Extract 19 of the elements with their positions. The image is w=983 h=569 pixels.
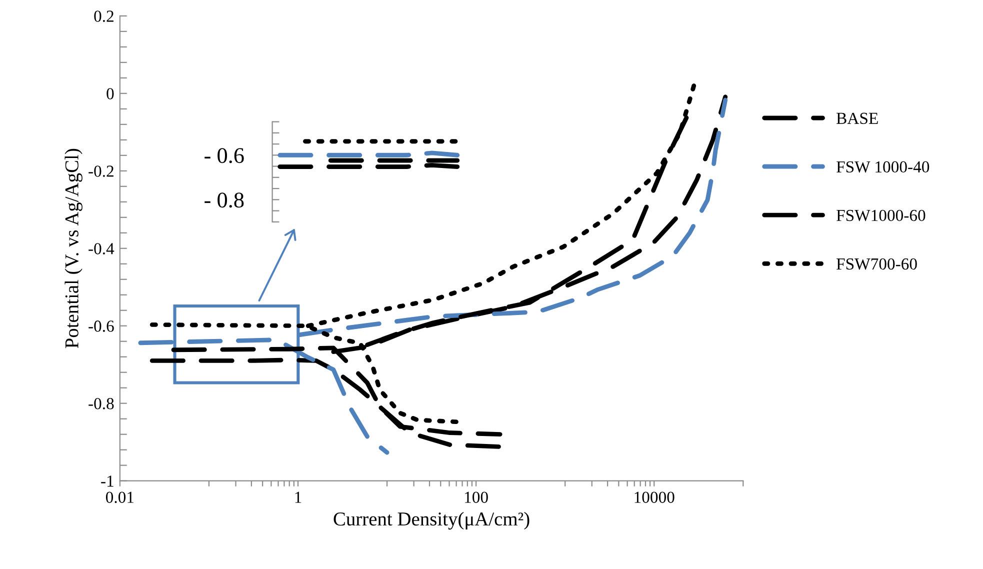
y-tick-label: -0.8 (88, 398, 114, 410)
legend-label: FSW 1000-40 (836, 161, 930, 173)
legend-label: BASE (836, 112, 878, 124)
x-axis-title: Current Density(μA/cm²) (334, 512, 530, 530)
y-tick-label: - 0.8 (204, 192, 244, 208)
y-tick-label: -0.4 (88, 243, 114, 254)
legend-label: FSW1000-60 (836, 210, 926, 222)
y-tick-label: -0.6 (88, 320, 114, 332)
y-tick-label: 0 (106, 88, 114, 100)
y-axis-title: Potential (V. vs Ag/AgCl) (64, 148, 82, 348)
x-tick-label: 0.01 (106, 492, 134, 504)
x-tick-label: 1 (295, 492, 302, 503)
y-tick-label: 0.2 (94, 10, 114, 22)
x-tick-label: 10000 (634, 492, 674, 503)
y-tick-label: -0.2 (88, 166, 114, 177)
y-tick-label: -1 (101, 476, 114, 487)
y-tick-label: - 0.6 (204, 148, 244, 164)
x-tick-label: 100 (465, 492, 488, 503)
legend-label: FSW700-60 (836, 258, 917, 270)
